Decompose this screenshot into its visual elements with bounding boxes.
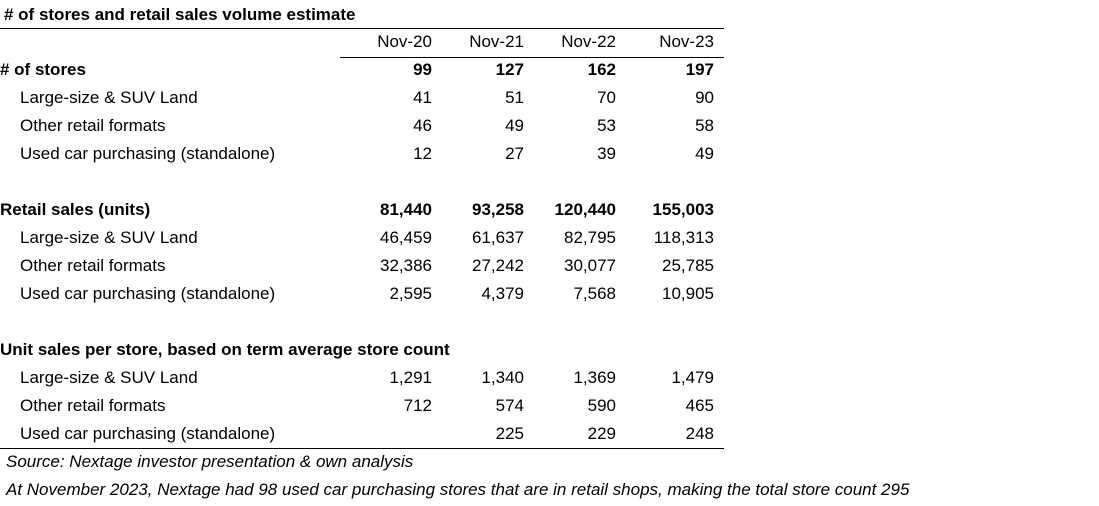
row-label: Used car purchasing (standalone) — [20, 144, 276, 163]
table-cell: 155,003 — [652, 200, 714, 219]
table-cell: 53 — [597, 116, 616, 135]
table-cell: 46,459 — [380, 228, 432, 247]
bottom-rule — [0, 448, 724, 449]
table-cell: 2,595 — [389, 284, 432, 303]
table-cell: 51 — [505, 88, 524, 107]
table-cell: 90 — [695, 88, 714, 107]
table-cell: 58 — [695, 116, 714, 135]
section-heading: Retail sales (units) — [0, 200, 151, 219]
table-cell: 118,313 — [653, 228, 714, 247]
table-cell: 81,440 — [380, 200, 432, 219]
table-cell: 1,291 — [389, 368, 432, 387]
column-header: Nov-22 — [561, 32, 616, 51]
column-header: Nov-20 — [377, 32, 432, 51]
table-cell: 197 — [685, 60, 714, 79]
section-heading-row: Unit sales per store, based on term aver… — [0, 336, 724, 364]
table-row: Other retail formats 46 49 53 58 — [0, 112, 724, 140]
table-row: Other retail formats 32,386 27,242 30,07… — [0, 252, 724, 280]
table-row: Other retail formats 712 574 590 465 — [0, 392, 724, 420]
table-cell: 99 — [413, 60, 432, 79]
table-row: Used car purchasing (standalone) 2,595 4… — [0, 280, 724, 308]
table-cell: 49 — [695, 144, 714, 163]
data-table: Nov-20 Nov-21 Nov-22 Nov-23 # of stores … — [0, 28, 724, 448]
footnote: At November 2023, Nextage had 98 used ca… — [6, 480, 910, 499]
table-cell: 225 — [495, 424, 524, 443]
table-cell: 27,242 — [472, 256, 524, 275]
table-cell: 41 — [413, 88, 432, 107]
spacer-row — [0, 168, 724, 196]
table-cell: 30,077 — [564, 256, 616, 275]
table-cell: 49 — [505, 116, 524, 135]
table-cell: 229 — [587, 424, 616, 443]
table-cell: 39 — [597, 144, 616, 163]
table-cell: 10,905 — [662, 284, 714, 303]
table-cell: 120,440 — [554, 200, 616, 219]
table-cell: 1,340 — [481, 368, 524, 387]
table-cell: 1,369 — [573, 368, 616, 387]
section-heading: # of stores — [0, 60, 86, 79]
table-cell: 1,479 — [671, 368, 714, 387]
source-note: Source: Nextage investor presentation & … — [6, 452, 414, 471]
table-cell: 82,795 — [564, 228, 616, 247]
row-label: Other retail formats — [20, 256, 166, 275]
row-label: Other retail formats — [20, 116, 166, 135]
table-cell: 7,568 — [573, 284, 616, 303]
table-title: # of stores and retail sales volume esti… — [4, 5, 356, 24]
table-cell: 61,637 — [472, 228, 524, 247]
table-cell: 127 — [495, 60, 524, 79]
table-cell: 32,386 — [380, 256, 432, 275]
table-cell: 4,379 — [481, 284, 524, 303]
row-label: Other retail formats — [20, 396, 166, 415]
table-row: Large-size & SUV Land 41 51 70 90 — [0, 84, 724, 112]
table-cell: 590 — [587, 396, 616, 415]
table-cell: 248 — [685, 424, 714, 443]
column-header: Nov-23 — [659, 32, 714, 51]
table-cell — [340, 420, 432, 448]
header-label-cell — [0, 28, 340, 56]
row-label: Large-size & SUV Land — [20, 368, 198, 387]
table-cell: 465 — [685, 396, 714, 415]
table-row: Used car purchasing (standalone) 12 27 3… — [0, 140, 724, 168]
table-cell: 25,785 — [662, 256, 714, 275]
column-header: Nov-21 — [469, 32, 524, 51]
table-row: Used car purchasing (standalone) 225 229… — [0, 420, 724, 448]
table-row: Large-size & SUV Land 1,291 1,340 1,369 … — [0, 364, 724, 392]
row-label: Used car purchasing (standalone) — [20, 284, 276, 303]
table-cell: 27 — [505, 144, 524, 163]
row-label: Used car purchasing (standalone) — [20, 424, 276, 443]
table-cell: 712 — [403, 396, 432, 415]
section-total-row: # of stores 99 127 162 197 — [0, 56, 724, 84]
section-total-row: Retail sales (units) 81,440 93,258 120,4… — [0, 196, 724, 224]
row-label: Large-size & SUV Land — [20, 88, 198, 107]
section-heading: Unit sales per store, based on term aver… — [0, 340, 450, 359]
table-row: Large-size & SUV Land 46,459 61,637 82,7… — [0, 224, 724, 252]
table-cell: 46 — [413, 116, 432, 135]
table-cell: 12 — [413, 144, 432, 163]
table-cell: 70 — [597, 88, 616, 107]
spacer-row — [0, 308, 724, 336]
table-cell: 574 — [495, 396, 524, 415]
table-cell: 162 — [587, 60, 616, 79]
table-cell: 93,258 — [472, 200, 524, 219]
row-label: Large-size & SUV Land — [20, 228, 198, 247]
top-rule — [0, 28, 724, 29]
header-rule — [340, 57, 724, 58]
header-row: Nov-20 Nov-21 Nov-22 Nov-23 — [0, 28, 724, 56]
